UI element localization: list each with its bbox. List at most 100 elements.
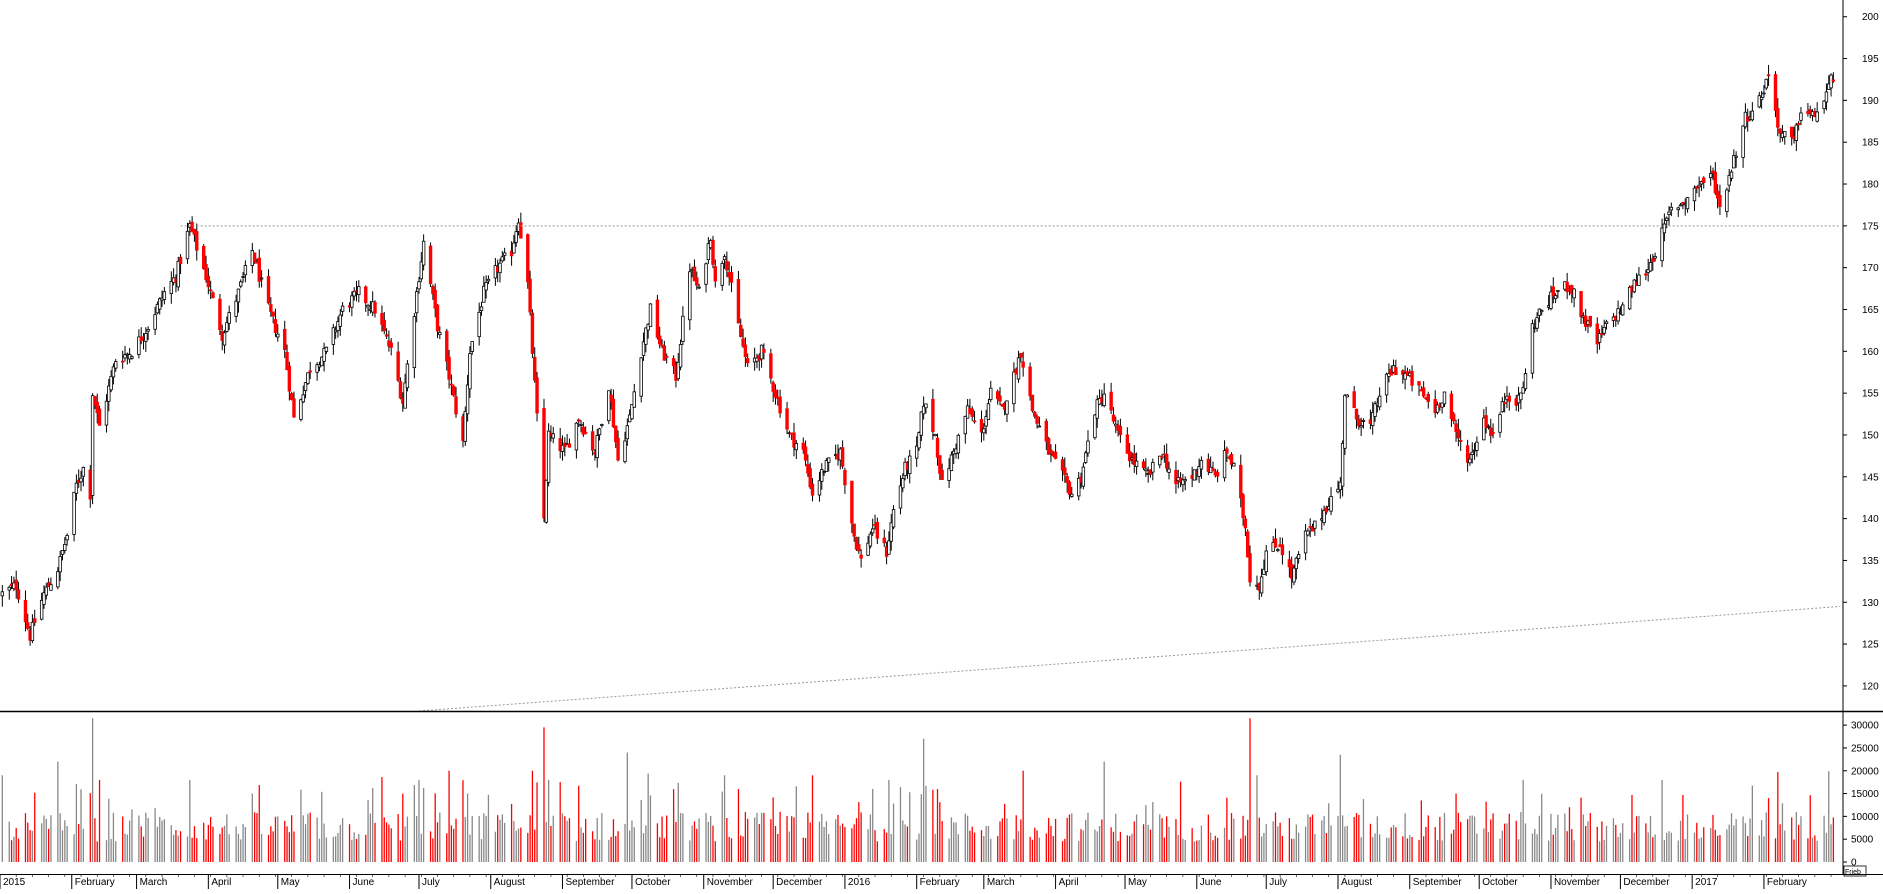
candle-body bbox=[303, 382, 308, 392]
candle-body bbox=[512, 242, 516, 254]
candle-body bbox=[130, 356, 134, 359]
candle-body bbox=[933, 434, 937, 437]
candle-body bbox=[801, 442, 805, 450]
candle-body bbox=[1199, 460, 1204, 470]
candle-body bbox=[1822, 100, 1826, 110]
candle-body bbox=[803, 446, 808, 461]
volume-corner-box bbox=[1843, 865, 1867, 877]
candle-body bbox=[625, 425, 630, 440]
volume-tick-label: 25000 bbox=[1851, 743, 1879, 754]
candle-body bbox=[486, 278, 491, 282]
candle-body bbox=[1632, 279, 1636, 293]
candle-body bbox=[380, 313, 384, 325]
month-label: July bbox=[422, 877, 440, 888]
candle-body bbox=[817, 480, 822, 496]
candle-body bbox=[1708, 173, 1713, 179]
candle-body bbox=[482, 285, 486, 303]
price-tick-label: 130 bbox=[1862, 598, 1879, 609]
candle-body bbox=[292, 398, 296, 418]
candle-body bbox=[678, 344, 683, 368]
candle-body bbox=[1197, 466, 1201, 477]
candle-body bbox=[1086, 440, 1090, 454]
candle-body bbox=[23, 600, 28, 623]
candle-body bbox=[956, 434, 961, 454]
candle-body bbox=[614, 425, 618, 443]
candle-body bbox=[14, 579, 18, 590]
candle-body bbox=[1551, 286, 1555, 297]
candle-body bbox=[1081, 466, 1086, 487]
candle-body bbox=[1794, 124, 1799, 142]
candle-body bbox=[1160, 456, 1164, 459]
candle-body bbox=[1685, 197, 1690, 210]
candle-body bbox=[1336, 488, 1340, 493]
candle-body bbox=[1377, 395, 1382, 408]
candle-body bbox=[308, 370, 312, 373]
candle-body bbox=[322, 347, 326, 362]
candle-body bbox=[908, 455, 912, 475]
candle-body bbox=[26, 622, 30, 629]
candle-body bbox=[273, 319, 278, 333]
price-tick-label: 125 bbox=[1862, 640, 1879, 651]
volume-axis: 0 5000 10000 15000 20000 25000 30000 bbox=[1843, 721, 1879, 869]
candle-body bbox=[648, 303, 653, 328]
candle-body bbox=[567, 443, 572, 448]
candle-body bbox=[331, 327, 336, 345]
price-axis: 120 125 130 135 140 145 150 155 160 165 170 175 180 1… bbox=[1843, 12, 1879, 692]
candle-body bbox=[1695, 185, 1699, 189]
candle-body bbox=[810, 483, 815, 496]
month-label: February bbox=[1767, 877, 1807, 888]
candle-body bbox=[887, 540, 891, 555]
volume-tick-label: 20000 bbox=[1851, 766, 1879, 777]
candle-body bbox=[921, 405, 926, 415]
candle-body bbox=[583, 431, 588, 434]
candle-body bbox=[1727, 175, 1731, 186]
candle-body bbox=[857, 544, 861, 552]
candle-body bbox=[600, 424, 604, 426]
candle-body bbox=[827, 457, 831, 463]
candle-body bbox=[882, 537, 886, 544]
candle-body bbox=[283, 328, 287, 350]
candle-body bbox=[269, 304, 273, 312]
candle-body bbox=[644, 327, 648, 345]
candle-body bbox=[1111, 414, 1116, 422]
candle-body bbox=[479, 306, 484, 312]
candle-body bbox=[1815, 111, 1819, 122]
candle-body bbox=[352, 290, 356, 297]
candle-body bbox=[39, 599, 44, 620]
month-label: April bbox=[211, 877, 231, 888]
candle-body bbox=[477, 311, 481, 338]
candle-body bbox=[137, 336, 141, 356]
candle-body bbox=[581, 426, 586, 435]
candle-body bbox=[1225, 448, 1229, 454]
candle-body bbox=[56, 571, 60, 588]
candle-body bbox=[560, 444, 565, 452]
candle-body bbox=[357, 286, 361, 296]
price-tick-label: 190 bbox=[1862, 96, 1879, 107]
candle-body bbox=[412, 316, 417, 368]
candle-body bbox=[239, 281, 243, 287]
candle-body bbox=[1602, 326, 1606, 334]
candle-body bbox=[641, 341, 646, 356]
price-tick-label: 170 bbox=[1862, 263, 1879, 274]
candle-body bbox=[1667, 211, 1671, 215]
candle-body bbox=[519, 222, 523, 239]
candle-body bbox=[891, 509, 896, 528]
candle-body bbox=[1491, 432, 1495, 434]
candle-body bbox=[79, 477, 83, 483]
candle-body bbox=[1796, 123, 1801, 126]
candle-body bbox=[1012, 371, 1016, 405]
volume-tick-label: 15000 bbox=[1851, 789, 1879, 800]
month-label: March bbox=[987, 877, 1015, 888]
candle-body bbox=[373, 302, 377, 314]
candle-body bbox=[630, 403, 634, 420]
candle-body bbox=[778, 396, 782, 414]
candle-body bbox=[257, 257, 261, 282]
candle-body bbox=[1037, 425, 1042, 428]
candle-body bbox=[528, 278, 532, 313]
candle-body bbox=[1310, 526, 1315, 532]
candle-body bbox=[1102, 393, 1106, 406]
candle-body bbox=[843, 469, 847, 486]
candle-body bbox=[1678, 204, 1683, 207]
candle-body bbox=[435, 304, 440, 332]
candle-body bbox=[713, 266, 717, 282]
